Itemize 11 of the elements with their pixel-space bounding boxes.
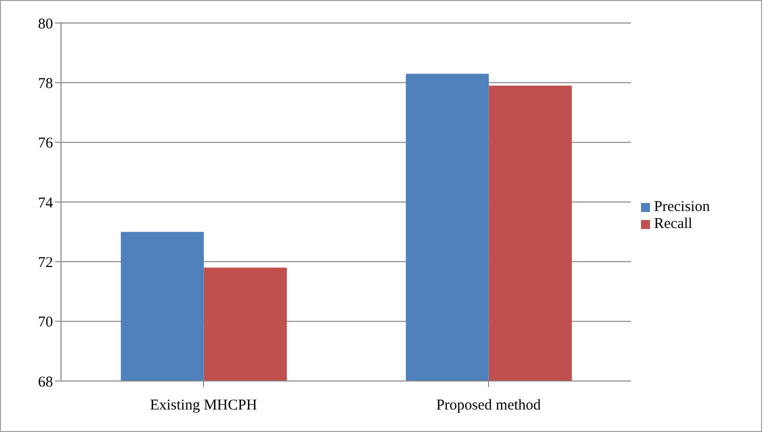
y-tick-label: 78 bbox=[38, 76, 53, 92]
y-tick-label: 72 bbox=[38, 254, 53, 271]
y-tick-label: 76 bbox=[38, 136, 54, 152]
x-tick-label: Existing MHCPH bbox=[150, 398, 258, 414]
y-tick-label: 80 bbox=[38, 16, 53, 32]
y-tick-label: 68 bbox=[38, 374, 53, 390]
x-tick-label: Proposed method bbox=[436, 398, 542, 414]
legend-label: Precision bbox=[654, 199, 710, 215]
y-tick-label: 70 bbox=[38, 314, 53, 331]
legend-label: Recall bbox=[654, 216, 692, 232]
y-tick-label: 74 bbox=[38, 195, 54, 212]
